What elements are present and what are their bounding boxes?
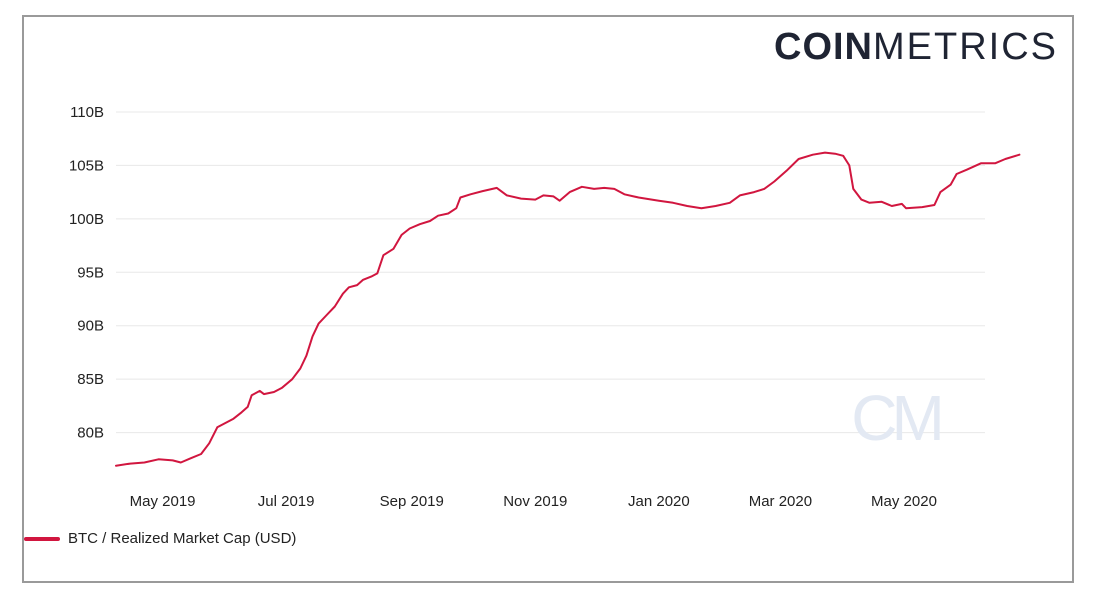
x-tick-label: May 2020 — [871, 493, 937, 510]
series-group — [115, 151, 1021, 467]
coinmetrics-logo: COINMETRICS — [774, 26, 1058, 69]
legend[interactable]: BTC / Realized Market Cap (USD) — [24, 530, 296, 547]
logo-bold-text: COIN — [774, 26, 873, 68]
legend-label: BTC / Realized Market Cap (USD) — [68, 530, 297, 547]
legend-swatch — [24, 536, 60, 541]
y-tick-label: 100B — [69, 211, 104, 228]
x-axis-ticks: May 2019 Jul 2019 Sep 2019 Nov 2019 Jan 2020… — [130, 493, 937, 510]
x-tick-label: Mar 2020 — [749, 493, 812, 510]
x-tick-label: Sep 2019 — [380, 493, 444, 510]
y-tick-label: 85B — [77, 371, 104, 388]
logo-light-text: METRICS — [873, 26, 1058, 68]
watermark-text: CM — [851, 382, 940, 454]
y-axis-ticks: 80B 85B 90B 95B 100B 105B 110B — [69, 104, 104, 442]
chart-frame — [22, 15, 1074, 583]
x-tick-label: Jul 2019 — [258, 493, 315, 510]
y-tick-label: 105B — [69, 157, 104, 174]
x-tick-label: Nov 2019 — [503, 493, 567, 510]
y-tick-label: 110B — [70, 104, 104, 121]
y-tick-label: 80B — [77, 425, 104, 442]
gridlines — [116, 111, 985, 434]
x-tick-label: Jan 2020 — [628, 493, 690, 510]
x-tick-label: May 2019 — [130, 493, 196, 510]
cm-watermark: CM — [851, 382, 946, 454]
y-tick-label: 90B — [77, 318, 104, 335]
y-tick-label: 95B — [77, 264, 104, 281]
series-line — [115, 151, 1021, 467]
